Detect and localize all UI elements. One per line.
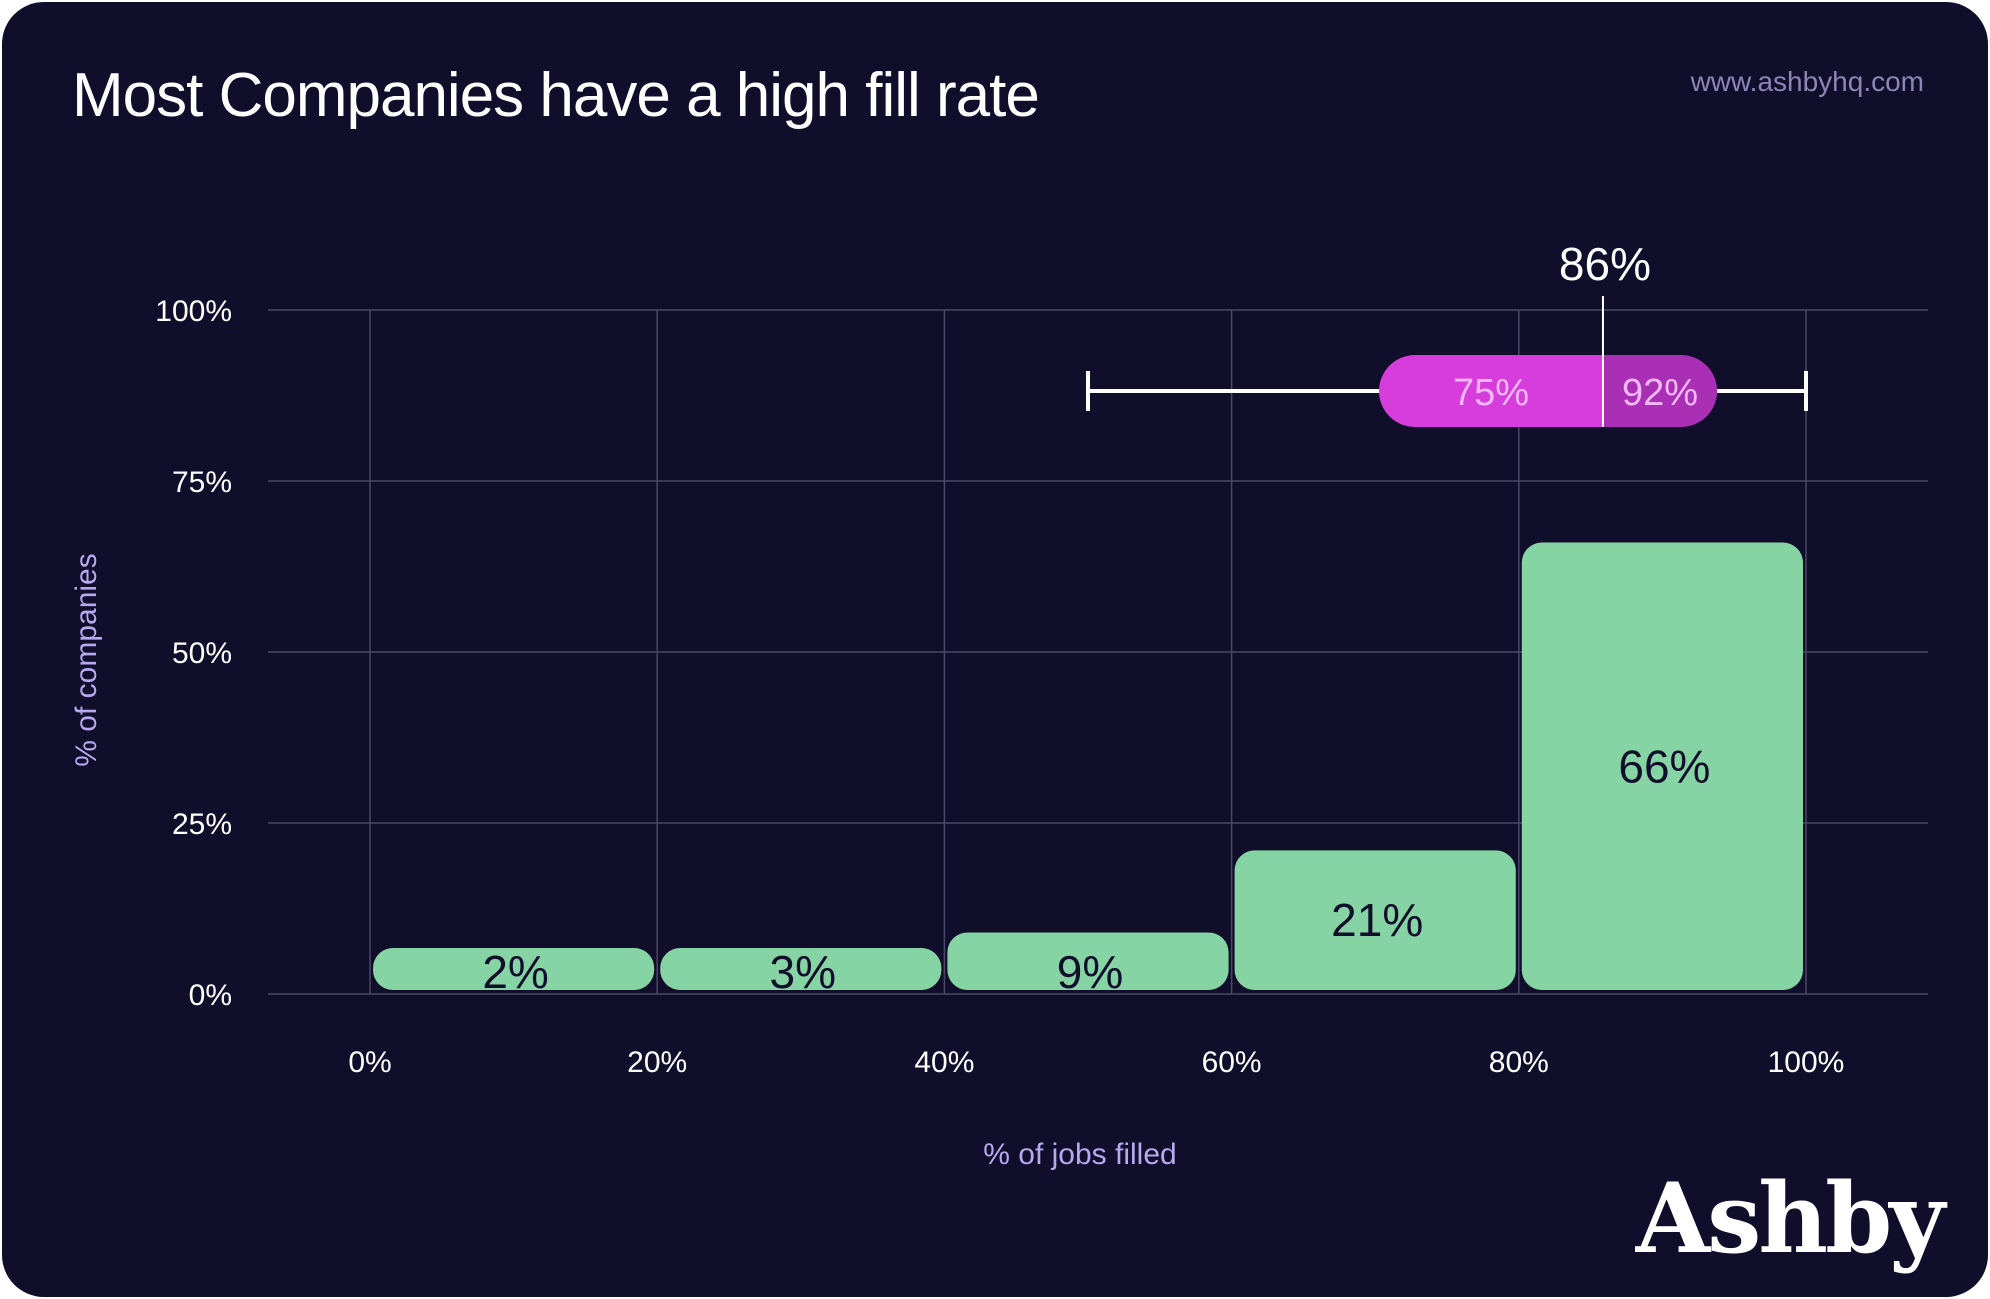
- bar: [1234, 850, 1516, 990]
- bar-value-label: 9%: [1057, 946, 1123, 998]
- iqr-box-lower: [1379, 355, 1603, 427]
- y-tick-label: 100%: [155, 295, 232, 328]
- bar: [947, 932, 1229, 990]
- bar-value-label: 3%: [770, 946, 836, 998]
- chart-title: Most Companies have a high fill rate: [72, 61, 1040, 130]
- bar-value-label: 21%: [1331, 894, 1423, 946]
- x-tick-label: 80%: [1489, 1046, 1549, 1079]
- site-url: www.ashbyhq.com: [1690, 66, 1924, 97]
- q3-label: 92%: [1622, 372, 1698, 414]
- x-tick-label: 60%: [1202, 1046, 1262, 1079]
- x-tick-label: 20%: [627, 1046, 687, 1079]
- iqr-box-upper: [1602, 355, 1718, 427]
- bar: [660, 948, 942, 990]
- bar-value-label: 2%: [482, 946, 548, 998]
- bar: [373, 948, 655, 990]
- x-tick-label: 40%: [914, 1046, 974, 1079]
- median-label: 86%: [1559, 238, 1651, 290]
- q1-label: 75%: [1453, 372, 1529, 414]
- y-tick-label: 0%: [189, 979, 232, 1012]
- x-axis-title: % of jobs filled: [983, 1138, 1176, 1171]
- y-tick-label: 75%: [172, 466, 232, 499]
- y-tick-label: 50%: [172, 637, 232, 670]
- x-tick-label: 100%: [1768, 1046, 1845, 1079]
- bar: [1521, 542, 1803, 990]
- ashby-logo: Ashby: [1635, 1162, 1945, 1275]
- y-axis-title: % of companies: [70, 553, 103, 766]
- x-tick-label: 0%: [348, 1046, 391, 1079]
- y-tick-label: 25%: [172, 808, 232, 841]
- bar-value-label: 66%: [1618, 740, 1710, 792]
